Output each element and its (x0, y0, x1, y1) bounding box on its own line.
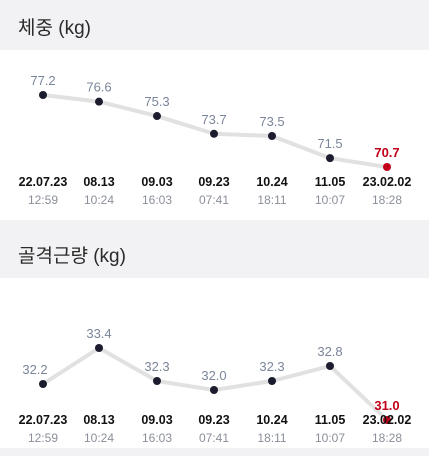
weight-value-label: 73.7 (201, 112, 226, 127)
muscle-date-label: 09.23 (198, 413, 229, 427)
weight-time-label: 07:41 (199, 193, 229, 207)
weight-time-label: 16:03 (142, 193, 172, 207)
weight-value-label: 70.7 (374, 145, 399, 160)
weight-value-label: 71.5 (317, 136, 342, 151)
weight-data-point (153, 112, 161, 121)
muscle-date-label: 22.07.23 (19, 413, 68, 427)
weight-time-label: 10:07 (315, 193, 345, 207)
muscle-date-label: 09.03 (141, 413, 172, 427)
weight-data-point (39, 91, 47, 99)
weight-data-point (383, 163, 391, 171)
weight-section: 체중 (kg) 77.2 22.07.23 12:59 76.6 08.13 10:24 7… (0, 0, 429, 220)
muscle-value-label: 33.4 (86, 326, 111, 341)
weight-data-point (326, 154, 334, 163)
weight-data-point (95, 97, 103, 106)
muscle-time-label: 18:11 (257, 431, 286, 445)
weight-section-title: 체중 (kg) (0, 0, 429, 50)
weight-time-label: 12:59 (28, 193, 58, 207)
muscle-chart: 32.2 22.07.23 12:59 33.4 08.13 10:24 32.3 09.03… (19, 326, 412, 445)
muscle-data-point (153, 377, 161, 385)
muscle-data-point (95, 344, 103, 352)
weight-date-label: 09.23 (198, 175, 229, 189)
muscle-value-label: 32.0 (201, 368, 226, 383)
muscle-section-title: 골격근량 (kg) (0, 228, 429, 278)
weight-data-point (268, 131, 276, 140)
muscle-time-label: 18:28 (372, 431, 402, 445)
weight-date-label: 22.07.23 (19, 175, 68, 189)
weight-date-label: 09.03 (141, 175, 172, 189)
weight-value-label: 76.6 (86, 80, 111, 95)
muscle-value-label: 31.0 (374, 398, 399, 413)
muscle-data-point (210, 386, 218, 394)
weight-value-label: 75.3 (144, 94, 169, 109)
weight-value-label: 77.2 (30, 73, 55, 88)
muscle-date-label: 23.02.02 (363, 413, 412, 427)
muscle-time-label: 12:59 (28, 431, 58, 445)
weight-time-label: 18:28 (372, 193, 402, 207)
muscle-time-label: 07:41 (199, 431, 229, 445)
weight-time-label: 18:11 (257, 193, 286, 207)
muscle-data-point (268, 377, 276, 385)
weight-date-label: 23.02.02 (363, 175, 412, 189)
muscle-value-label: 32.2 (22, 362, 47, 377)
muscle-value-label: 32.8 (317, 344, 342, 359)
muscle-time-label: 16:03 (142, 431, 172, 445)
muscle-value-label: 32.3 (259, 359, 284, 374)
weight-date-label: 11.05 (315, 175, 346, 189)
muscle-value-label: 32.3 (144, 359, 169, 374)
muscle-section: 골격근량 (kg) 32.2 22.07.23 12:59 33.4 08.13 10:2… (0, 228, 429, 448)
weight-date-label: 08.13 (83, 175, 114, 189)
weight-time-label: 10:24 (84, 193, 114, 207)
muscle-chart-card: 32.2 22.07.23 12:59 33.4 08.13 10:24 32.3 09.03… (0, 278, 429, 448)
muscle-date-label: 11.05 (315, 413, 346, 427)
muscle-data-point (326, 362, 334, 370)
muscle-date-label: 08.13 (83, 413, 114, 427)
muscle-time-label: 10:24 (84, 431, 114, 445)
weight-data-point (210, 129, 218, 138)
weight-date-label: 10.24 (256, 175, 287, 189)
muscle-data-point (39, 380, 47, 388)
weight-value-label: 73.5 (259, 114, 284, 129)
muscle-date-label: 10.24 (256, 413, 287, 427)
muscle-time-label: 10:07 (315, 431, 345, 445)
weight-chart: 77.2 22.07.23 12:59 76.6 08.13 10:24 75.3 09.03… (19, 73, 412, 207)
weight-chart-card: 77.2 22.07.23 12:59 76.6 08.13 10:24 75.3 09.03… (0, 50, 429, 220)
muscle-data-point (383, 416, 391, 424)
